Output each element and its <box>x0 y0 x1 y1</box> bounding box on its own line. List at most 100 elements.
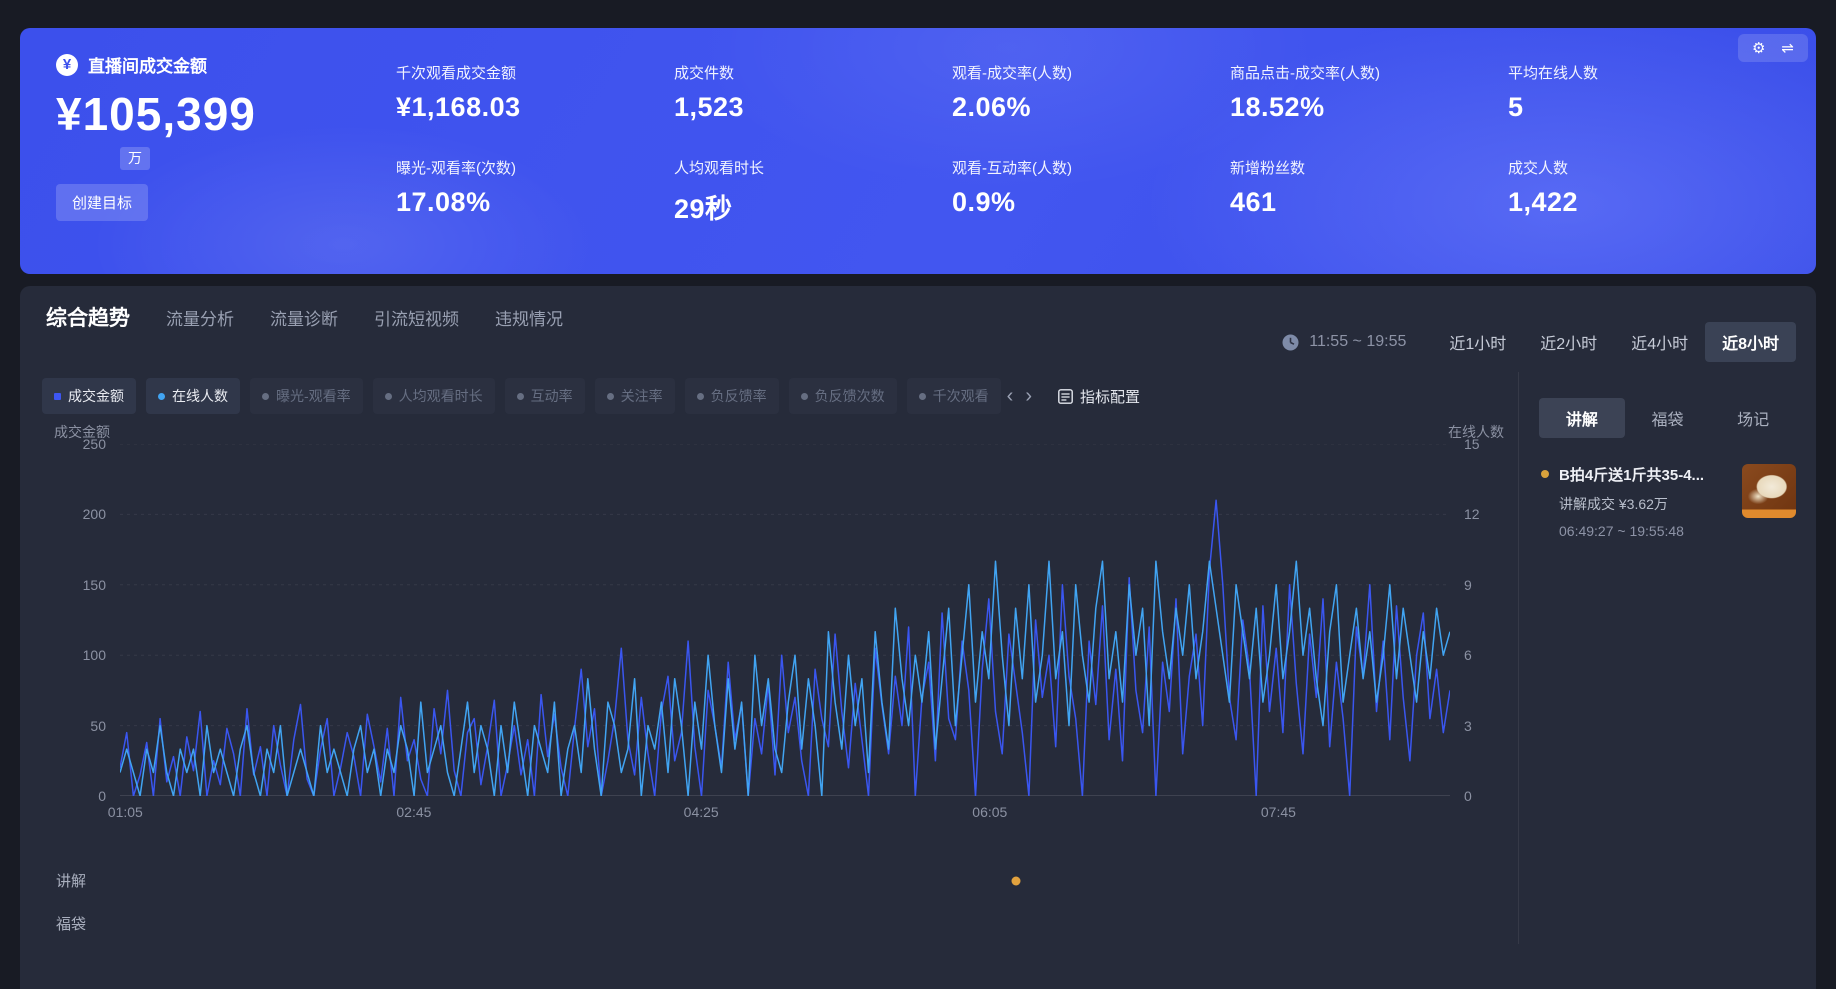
right-axis-tick: 9 <box>1464 576 1472 593</box>
swap-icon[interactable]: ⇌ <box>1781 40 1794 57</box>
main-tab[interactable]: 引流短视频 <box>374 310 459 329</box>
unit-badge: 万 <box>120 147 150 170</box>
metric-card: 观看-成交率(人数) 2.06% <box>952 62 1230 123</box>
events-panel-list: B拍4斤送1斤共35-4... 讲解成交 ¥3.62万 06:49:27 ~ 19:… <box>1539 464 1796 539</box>
event-marker-rows: 讲解 福袋 <box>40 860 1506 944</box>
metrics-grid: 千次观看成交金额 ¥1,168.03 曝光-观看率(次数) 17.08% 成交件数 1,5… <box>396 52 1786 274</box>
chip-label: 负反馈次数 <box>814 388 885 404</box>
main-tab[interactable]: 综合趋势 <box>46 307 130 330</box>
chip-label: 千次观看 <box>932 388 989 404</box>
marker-row-label: 福袋 <box>56 916 87 933</box>
chip-label: 在线人数 <box>172 388 228 404</box>
range-button[interactable]: 近1小时 <box>1449 336 1507 353</box>
x-axis-ticks: 01:05 02:45 04:25 06:05 07:45 <box>108 796 1450 822</box>
metric-config-label: 指标配置 <box>1080 388 1141 406</box>
event-marker-dot[interactable] <box>1011 876 1021 885</box>
product-thumbnail <box>1742 464 1796 518</box>
plot-grid: 0 50 100 150 200 250 0 3 6 9 12 15 01:05 02:45 04:25… <box>40 436 1506 822</box>
range-buttons: 近1小时 近2小时 近4小时 近8小时 <box>1432 322 1796 362</box>
main-tab[interactable]: 违规情况 <box>495 310 563 329</box>
right-axis-tick: 12 <box>1464 506 1480 523</box>
chip-dot-icon <box>384 392 392 400</box>
metric-value: ¥1,168.03 <box>396 92 521 122</box>
trend-panel: 综合趋势 流量分析 流量诊断 引流短视频 违规情况 11:55 ~ 19:55 近1小时… <box>20 286 1816 989</box>
metric-card: 观看-互动率(人数) 0.9% <box>952 157 1230 226</box>
banner-tools: ⚙ ⇌ <box>1737 34 1808 62</box>
metric-chip[interactable]: 成交金额 <box>42 378 136 414</box>
marker-track[interactable] <box>120 903 1450 944</box>
left-axis-tick: 200 <box>82 506 106 523</box>
left-axis-tick: 50 <box>90 717 106 734</box>
marker-track[interactable] <box>120 860 1450 901</box>
clock-icon <box>1282 334 1299 351</box>
primary-metric-card: ¥ 直播间成交金额 ¥105,399 万 创建目标 <box>56 52 396 274</box>
range-button[interactable]: 近2小时 <box>1540 336 1598 353</box>
chip-dot-icon <box>606 392 614 400</box>
chips-next-icon[interactable]: › <box>1025 385 1033 407</box>
chip-label: 人均观看时长 <box>398 388 483 404</box>
chip-dot-icon <box>262 392 269 400</box>
trend-chart: 成交金额 在线人数 0 50 100 150 200 250 0 3 6 9 12 15 01:05… <box>40 420 1506 822</box>
metric-chip[interactable]: 千次观看 <box>906 378 1001 414</box>
metric-chip[interactable]: 负反馈次数 <box>788 378 897 414</box>
primary-metric-label: 直播间成交金额 <box>88 57 207 76</box>
yen-circle-icon: ¥ <box>56 53 78 76</box>
range-button[interactable]: 近4小时 <box>1631 336 1689 353</box>
events-panel-tabs: 讲解 福袋 场记 <box>1539 398 1796 438</box>
event-amount: 讲解成交 ¥3.62万 <box>1559 496 1668 512</box>
metric-card: 人均观看时长 29秒 <box>674 157 952 226</box>
metric-label: 商品点击-成交率(人数) <box>1230 65 1380 82</box>
metric-chip[interactable]: 互动率 <box>504 378 585 414</box>
metric-label: 观看-互动率(人数) <box>952 160 1072 177</box>
axis-corner <box>1450 796 1506 822</box>
main-tab[interactable]: 流量分析 <box>166 310 234 329</box>
right-axis-tick: 15 <box>1464 436 1480 452</box>
metric-chip[interactable]: 负反馈率 <box>684 378 779 414</box>
chips-prev-icon[interactable]: ‹ <box>1006 385 1014 407</box>
right-axis-tick: 6 <box>1464 647 1472 664</box>
left-axis-tick: 150 <box>82 576 106 593</box>
metric-value: 0.9% <box>952 187 1016 217</box>
metric-value: 461 <box>1230 187 1277 217</box>
time-range-label: 11:55 ~ 19:55 <box>1309 333 1407 350</box>
create-goal-button[interactable]: 创建目标 <box>56 183 149 221</box>
chip-dot-icon <box>516 392 524 400</box>
metric-value: 17.08% <box>396 187 491 217</box>
x-axis-tick: 04:25 <box>683 804 719 820</box>
metric-value: 29秒 <box>674 194 733 224</box>
main-tab[interactable]: 流量诊断 <box>270 310 338 329</box>
range-button[interactable]: 近8小时 <box>1705 322 1796 362</box>
event-item[interactable]: B拍4斤送1斤共35-4... 讲解成交 ¥3.62万 06:49:27 ~ 19:… <box>1539 464 1796 539</box>
events-tab[interactable]: 讲解 <box>1539 398 1625 438</box>
right-axis-title: 在线人数 <box>1448 424 1504 440</box>
gear-icon[interactable]: ⚙ <box>1751 40 1766 57</box>
metric-label: 新增粉丝数 <box>1230 160 1306 177</box>
chip-label: 成交金额 <box>68 388 124 404</box>
chip-dot-icon <box>800 392 808 400</box>
metric-label: 成交人数 <box>1508 160 1569 177</box>
metric-config-button[interactable]: 指标配置 <box>1052 385 1146 408</box>
chart-canvas <box>119 443 1451 797</box>
metric-chip[interactable]: 曝光-观看率 <box>250 378 363 414</box>
trend-chart-plot[interactable] <box>119 443 1451 797</box>
metric-card: 千次观看成交金额 ¥1,168.03 <box>396 62 674 123</box>
marker-row: 讲解 <box>40 860 1506 901</box>
marker-row-label: 讲解 <box>56 873 87 890</box>
events-tab[interactable]: 福袋 <box>1651 412 1684 429</box>
metric-label: 成交件数 <box>674 65 735 82</box>
metric-value: 2.06% <box>952 92 1032 122</box>
chip-label: 关注率 <box>620 388 663 404</box>
metric-card: 曝光-观看率(次数) 17.08% <box>396 157 674 226</box>
x-axis-tick: 01:05 <box>107 804 143 820</box>
marker-row: 福袋 <box>40 903 1506 944</box>
events-tab[interactable]: 场记 <box>1737 412 1770 429</box>
metric-chip[interactable]: 人均观看时长 <box>372 378 495 414</box>
metric-chip[interactable]: 关注率 <box>594 378 675 414</box>
metric-chips-row: 成交金额 在线人数 曝光-观看率 人均观看时长 互动率 关注率 负反馈率 负反馈次数 千次观看 … <box>40 372 1506 418</box>
left-axis-tick: 250 <box>82 436 106 452</box>
metric-chip[interactable]: 在线人数 <box>146 378 240 414</box>
metric-label: 人均观看时长 <box>674 160 765 177</box>
primary-metric-value: ¥105,399 <box>56 88 256 140</box>
metric-card: 商品点击-成交率(人数) 18.52% <box>1230 62 1508 123</box>
